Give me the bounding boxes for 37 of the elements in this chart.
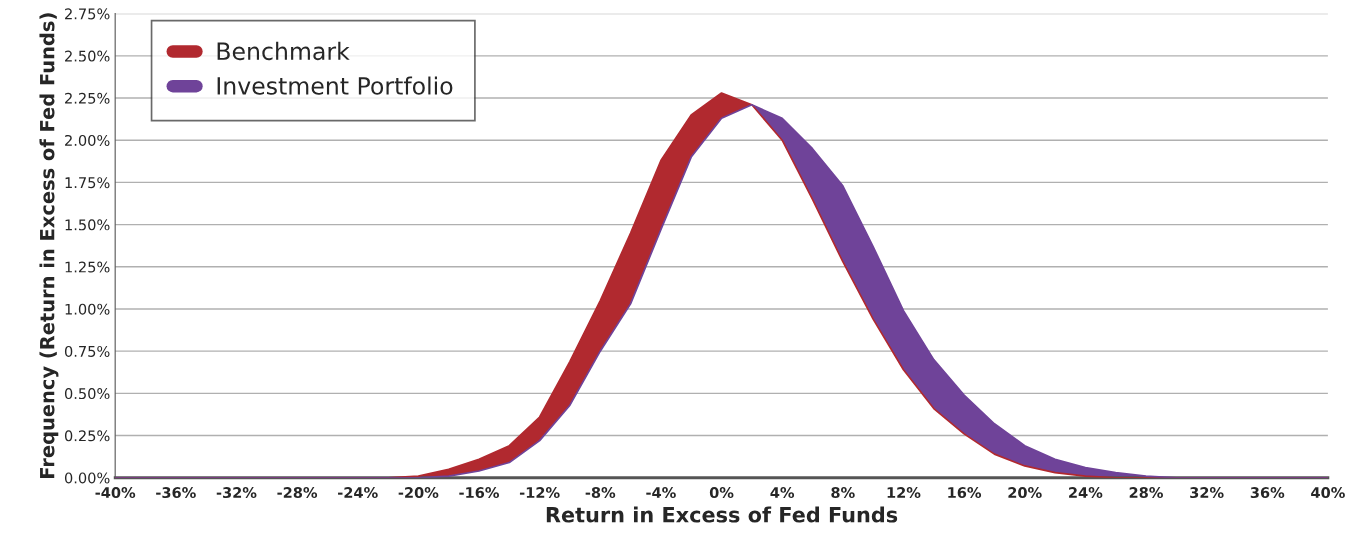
y-tick-label: 1.00% (65, 303, 110, 315)
x-tick-label: 4% (770, 487, 795, 499)
x-tick-label: -12% (519, 487, 560, 499)
legend-label: Investment Portfolio (217, 76, 453, 95)
x-axis-title: Return in Excess of Fed Funds (546, 506, 898, 523)
x-tick-label: -36% (156, 487, 196, 499)
x-tick-label: -32% (216, 487, 257, 499)
x-tick-label: 28% (1129, 487, 1163, 499)
x-tick-label: 32% (1190, 487, 1224, 499)
y-tick-label: 0.00% (64, 472, 110, 484)
y-tick-label: 1.75% (65, 177, 110, 189)
y-tick-label: 0.75% (64, 345, 110, 357)
y-tick-label: 1.25% (65, 261, 110, 273)
x-tick-label: 40% (1311, 487, 1345, 499)
legend-label: Benchmark (217, 41, 350, 61)
y-tick-label: 2.00% (65, 134, 110, 146)
x-tick-label: 24% (1069, 487, 1103, 499)
x-tick-label: -4% (646, 487, 676, 499)
x-tick-label: -28% (277, 487, 318, 499)
x-tick-label: -40% (95, 487, 136, 499)
x-tick-label: 36% (1250, 487, 1285, 499)
x-tick-label: 0% (709, 487, 734, 499)
y-tick-label: 2.25% (65, 92, 110, 104)
y-tick-label: 1.50% (65, 219, 110, 231)
y-axis-title: Frequency (Return in Excess of Fed Funds) (39, 13, 59, 478)
y-tick-label: 2.75% (65, 8, 110, 20)
x-tick-label: 8% (831, 487, 855, 499)
x-tick-label: -16% (459, 487, 500, 499)
y-tick-label: 2.50% (65, 50, 110, 62)
x-tick-label: -24% (338, 487, 378, 499)
x-tick-label: -20% (398, 487, 439, 499)
x-tick-label: 16% (948, 487, 982, 499)
y-tick-label: 0.25% (64, 430, 110, 442)
x-tick-label: -8% (585, 487, 616, 499)
x-tick-label: 20% (1008, 487, 1042, 499)
y-tick-label: 0.50% (64, 388, 110, 400)
x-tick-label: 12% (887, 487, 921, 499)
